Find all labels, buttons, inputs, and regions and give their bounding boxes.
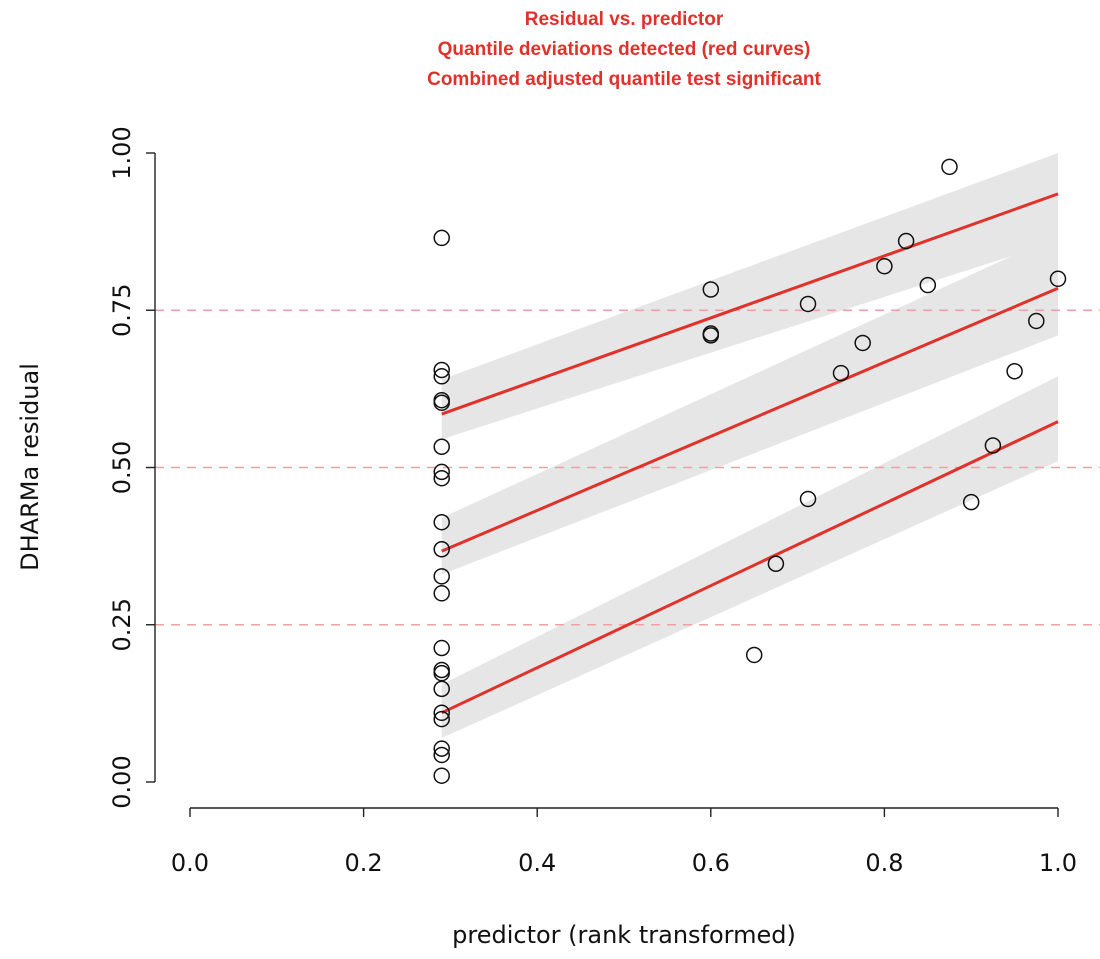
- data-point: [433, 463, 450, 481]
- data-point: [876, 257, 893, 275]
- x-tick-label: 0.0: [171, 849, 209, 877]
- data-point: [433, 438, 450, 455]
- y-tick-label: 0.50: [108, 441, 136, 494]
- chart-title-line-1: Residual vs. predictor: [525, 9, 724, 30]
- x-tick-label: 1.0: [1039, 849, 1077, 877]
- data-point: [433, 639, 450, 657]
- quantile-fit-line-q75: [441, 192, 1059, 416]
- data-point: [433, 361, 450, 379]
- chart-title: Residual vs. predictor Quantile deviatio…: [427, 9, 821, 90]
- y-axis: 0.00 0.25 0.50 0.75 1.00: [108, 126, 156, 809]
- data-point: [799, 490, 817, 508]
- confidence-band-q25: [441, 376, 1059, 738]
- data-point: [854, 334, 871, 352]
- data-point: [433, 568, 450, 585]
- y-tick-label: 0.25: [108, 598, 136, 651]
- y-tick-label: 0.00: [108, 755, 136, 808]
- data-point: [984, 437, 1002, 454]
- y-tick-label: 1.00: [108, 126, 136, 179]
- data-point: [702, 281, 720, 298]
- y-axis-label: DHARMa residual: [16, 363, 44, 571]
- data-point: [433, 710, 450, 728]
- data-point: [433, 664, 450, 682]
- x-axis: 0.0 0.2 0.4 0.6 0.8 1.0: [171, 807, 1077, 877]
- data-point: [433, 541, 450, 558]
- data-point: [1028, 312, 1045, 330]
- data-point: [767, 555, 785, 572]
- data-point: [799, 295, 817, 313]
- data-point: [433, 368, 450, 385]
- x-tick-label: 0.4: [518, 849, 556, 877]
- data-point: [433, 767, 450, 784]
- data-point: [433, 585, 450, 602]
- data-point: [919, 276, 937, 294]
- chart-title-line-3: Combined adjusted quantile test signific…: [427, 69, 821, 90]
- confidence-band-q75: [441, 153, 1059, 440]
- quantile-fit-lines: [441, 192, 1059, 715]
- x-tick-label: 0.2: [345, 849, 383, 877]
- data-point: [702, 327, 720, 344]
- data-point: [745, 646, 763, 664]
- data-point: [832, 364, 850, 382]
- data-point: [433, 661, 450, 679]
- residual-points: [433, 158, 1067, 784]
- data-point: [433, 229, 450, 247]
- x-tick-label: 0.6: [692, 849, 730, 877]
- data-point: [1006, 363, 1023, 380]
- data-point: [433, 469, 450, 487]
- data-point: [433, 704, 450, 722]
- data-point: [433, 680, 450, 698]
- quantile-fit-line-q50: [441, 286, 1059, 553]
- data-point: [941, 158, 958, 176]
- data-point: [1049, 270, 1067, 288]
- x-tick-label: 0.8: [865, 849, 903, 877]
- confidence-bands: [441, 153, 1059, 738]
- x-axis-label: predictor (rank transformed): [452, 921, 796, 949]
- data-point: [433, 740, 450, 757]
- data-point: [897, 232, 915, 250]
- confidence-band-q50: [441, 234, 1059, 575]
- quantile-fit-line-q25: [441, 420, 1059, 715]
- data-point: [433, 513, 450, 531]
- data-point: [433, 394, 450, 411]
- chart-title-line-2: Quantile deviations detected (red curves…: [438, 39, 811, 60]
- y-tick-label: 0.75: [108, 284, 136, 337]
- data-point: [962, 493, 980, 511]
- data-point: [433, 746, 450, 764]
